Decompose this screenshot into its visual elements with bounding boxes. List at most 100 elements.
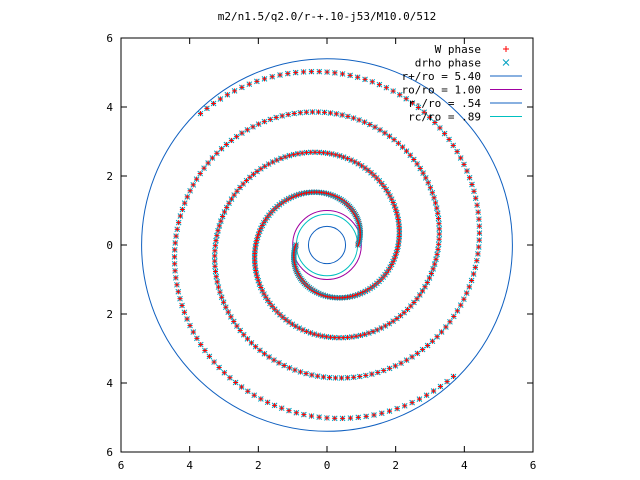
phase-point xyxy=(297,369,304,375)
legend-plus-marker xyxy=(503,46,509,52)
phase-point xyxy=(237,327,244,334)
phase-point xyxy=(339,415,346,422)
phase-point xyxy=(221,209,228,215)
phase-point xyxy=(218,294,225,301)
phase-point xyxy=(254,274,261,281)
phase-point xyxy=(377,127,383,133)
phase-point xyxy=(374,369,381,376)
phase-point xyxy=(184,316,190,322)
phase-point xyxy=(393,209,400,216)
reference-circles xyxy=(141,58,513,432)
phase-point xyxy=(471,188,477,195)
phase-point xyxy=(179,302,185,309)
phase-point xyxy=(347,72,353,79)
phase-point xyxy=(194,335,200,342)
x-tick-label: 0 xyxy=(324,459,331,472)
phase-point xyxy=(403,95,410,102)
phase-point xyxy=(251,392,258,399)
phase-point xyxy=(292,69,299,76)
phase-point xyxy=(344,374,351,381)
phase-point xyxy=(285,111,292,118)
x-tick-label: 2 xyxy=(255,459,262,472)
phase-point xyxy=(309,109,316,115)
phase-point xyxy=(212,263,218,270)
y-tick-label: 4 xyxy=(106,377,113,390)
phase-point xyxy=(382,130,388,136)
phase-point xyxy=(361,119,368,125)
phase-point xyxy=(476,237,483,243)
phase-point xyxy=(215,284,222,290)
phase-point xyxy=(290,151,297,158)
phase-point xyxy=(220,299,227,306)
phase-point xyxy=(420,170,426,176)
phase-point xyxy=(394,315,400,322)
phase-point xyxy=(426,114,433,121)
phase-point xyxy=(257,396,264,402)
phase-point xyxy=(461,296,467,303)
phase-point xyxy=(210,100,217,107)
phase-point xyxy=(312,149,318,156)
phase-point xyxy=(286,319,292,325)
phase-point xyxy=(362,372,369,379)
phase-point xyxy=(432,200,439,206)
phase-point xyxy=(213,237,219,244)
phase-point xyxy=(397,312,404,319)
phase-point xyxy=(261,350,268,357)
phase-point xyxy=(232,379,239,386)
phase-point xyxy=(380,367,387,374)
phase-point xyxy=(234,188,240,195)
phase-point xyxy=(386,408,393,414)
phase-point xyxy=(468,277,475,284)
phase-point xyxy=(237,184,243,191)
phase-point xyxy=(217,289,223,296)
phase-point xyxy=(278,405,285,412)
phase-point xyxy=(472,264,479,271)
phase-point xyxy=(436,226,443,232)
phase-point xyxy=(353,333,359,340)
phase-point xyxy=(476,216,482,223)
phase-point xyxy=(172,240,179,246)
phase-point xyxy=(303,109,310,116)
phase-point xyxy=(301,411,307,418)
phase-point xyxy=(211,359,217,365)
phase-point xyxy=(217,96,224,102)
phase-point xyxy=(213,273,220,280)
phase-point xyxy=(231,88,238,94)
phase-point xyxy=(437,125,443,131)
phase-point xyxy=(308,413,315,419)
phase-point xyxy=(214,150,220,157)
phase-point xyxy=(303,370,309,377)
y-tick-label: 2 xyxy=(106,170,113,183)
phase-point xyxy=(222,304,229,311)
phase-point xyxy=(356,373,363,380)
phase-point xyxy=(401,402,408,409)
phase-point xyxy=(187,322,193,329)
phase-point xyxy=(246,81,253,88)
phase-point xyxy=(392,363,399,369)
phase-point xyxy=(206,353,213,360)
phase-point xyxy=(324,415,330,421)
phase-point xyxy=(476,223,483,230)
phase-point xyxy=(211,253,218,259)
phase-point xyxy=(327,110,334,116)
phase-point xyxy=(172,267,178,274)
phase-point xyxy=(376,81,383,88)
phase-point xyxy=(179,206,186,213)
phase-point xyxy=(339,112,346,118)
phase-point xyxy=(416,292,423,298)
phase-point xyxy=(181,200,188,206)
phase-point xyxy=(171,247,178,253)
phase-point xyxy=(184,194,191,200)
phase-point xyxy=(214,279,221,285)
phase-point xyxy=(350,115,357,121)
phase-point xyxy=(431,261,438,267)
phase-point xyxy=(383,84,390,91)
legend-label: drho phase xyxy=(415,57,481,70)
phase-point xyxy=(211,258,218,264)
phase-point xyxy=(205,160,211,166)
phase-point xyxy=(293,409,300,416)
phase-point xyxy=(331,69,338,76)
phase-point xyxy=(225,309,232,315)
legend-label: W phase xyxy=(435,43,481,56)
phase-point xyxy=(423,392,430,399)
